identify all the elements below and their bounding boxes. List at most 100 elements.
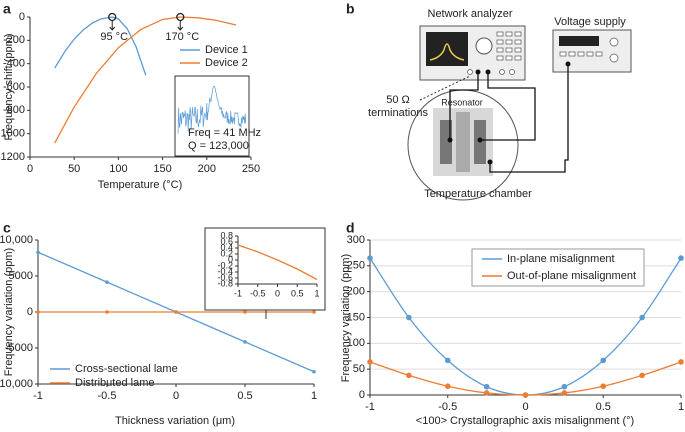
data-point	[561, 390, 568, 396]
annotation: 95 °C	[100, 31, 128, 43]
contact	[487, 159, 493, 165]
x-tick-label: 0	[173, 390, 179, 402]
legend-label: Device 1	[205, 44, 248, 56]
y-tick-label: -1000	[0, 128, 25, 140]
buttons	[559, 37, 619, 63]
x-axis-label: <100> Crystallographic axis misalignment…	[416, 415, 634, 427]
data-point	[483, 390, 490, 396]
y-axis-label: Frequency shift (ppm)	[3, 34, 15, 141]
x-tick-label: 1	[314, 288, 319, 298]
data-point	[174, 310, 178, 314]
inset-note: Q = 123,000	[188, 140, 249, 152]
y-tick-label: -1200	[0, 151, 25, 163]
y-tick-label: 250	[347, 260, 365, 272]
x-axis-label: Thickness variation (μm)	[115, 415, 235, 427]
legend-label: In-plane misalignment	[507, 253, 615, 265]
terminations-label: terminations	[368, 107, 428, 119]
knob	[475, 37, 493, 55]
y-tick-label: 0	[359, 389, 365, 401]
x-tick-label: 1	[678, 401, 684, 413]
data-point	[105, 280, 109, 284]
x-tick-label: -1	[365, 401, 375, 413]
x-tick-label: 100	[109, 163, 127, 175]
series-line	[237, 244, 318, 281]
inset-note: Freq = 41 MHz	[188, 127, 261, 139]
peak-arrow	[109, 21, 116, 31]
y-tick-label: 200	[347, 286, 365, 298]
x-tick-label: 50	[68, 163, 80, 175]
data-point	[406, 372, 412, 379]
y-tick-label: 5000	[9, 270, 33, 282]
series-line	[54, 16, 147, 76]
y-tick-label: -0.2	[217, 260, 233, 270]
series-line	[54, 16, 237, 144]
x-tick-label: 250	[242, 163, 260, 175]
x-tick-label: 200	[198, 163, 216, 175]
analyzer-screen	[426, 32, 468, 66]
data-point	[243, 310, 247, 314]
legend-box	[471, 248, 645, 287]
supply-display	[559, 36, 599, 46]
resonator-label: Resonator	[441, 97, 483, 107]
inset-frame	[204, 227, 326, 311]
y-tick-label: -400	[3, 58, 25, 70]
buttons	[467, 31, 522, 75]
x-tick-label: -0.5	[250, 288, 266, 298]
data-point	[105, 310, 109, 314]
series-line	[369, 361, 682, 396]
y-tick-label: -200	[3, 34, 25, 46]
y-tick-label: 0	[27, 306, 33, 318]
y-tick-label: 0	[228, 254, 233, 264]
y-tick-label: 50	[353, 363, 365, 375]
setup-diagram: Network analyzer Voltage supply Temperat…	[368, 8, 632, 201]
y-tick-label: 0.2	[220, 248, 233, 258]
data-point	[678, 359, 684, 365]
data-point	[600, 357, 607, 364]
pointer	[419, 75, 471, 101]
y-tick-label: -800	[3, 104, 25, 116]
y-tick-label: -10,000	[0, 378, 33, 390]
contact	[477, 137, 483, 143]
legend-label: Out-of-plane misalignment	[507, 270, 636, 282]
y-tick-label: 0.6	[220, 236, 233, 246]
data-point	[367, 255, 373, 261]
terminations-label: 50 Ω	[386, 94, 410, 106]
x-tick-label: 0	[27, 163, 33, 175]
instrument-label: Network analyzer	[428, 8, 513, 20]
x-tick-label: -1	[33, 390, 43, 402]
data-point	[367, 359, 373, 365]
x-tick-label: 0	[275, 288, 280, 298]
inset-spectrum	[177, 85, 247, 134]
y-axis-label: Frequency variation (ppm)	[340, 254, 352, 382]
panel-label: a	[3, 1, 11, 17]
data-point	[444, 383, 451, 390]
wires	[449, 64, 569, 173]
y-tick-label: -0.4	[217, 266, 233, 276]
y-tick-label: -600	[3, 81, 25, 93]
x-axis-label: Temperature (°C)	[98, 179, 182, 191]
panel-label: d	[346, 220, 355, 236]
x-tick-label: 150	[153, 163, 171, 175]
instrument-label: Voltage supply	[554, 16, 626, 28]
y-tick-label: 100	[347, 337, 365, 349]
data-point	[444, 357, 451, 364]
data-point	[639, 372, 645, 379]
y-tick-label: 0.8	[220, 230, 233, 240]
data-point	[639, 314, 645, 321]
data-point	[522, 392, 529, 398]
data-point	[561, 383, 568, 390]
data-point	[36, 310, 40, 314]
peak-marker	[176, 12, 185, 22]
screen-trace	[429, 43, 465, 61]
x-tick-label: -0.5	[438, 401, 457, 413]
electrode	[440, 120, 452, 164]
annotation: 170 °C	[165, 31, 199, 43]
data-point	[243, 340, 247, 344]
panel-label: b	[346, 1, 355, 17]
y-tick-label: 0.4	[220, 242, 233, 252]
x-tick-label: 0	[522, 401, 528, 413]
chamber-label: Temperature chamber	[424, 188, 532, 200]
peak-arrow	[177, 21, 184, 31]
data-point	[678, 255, 684, 261]
